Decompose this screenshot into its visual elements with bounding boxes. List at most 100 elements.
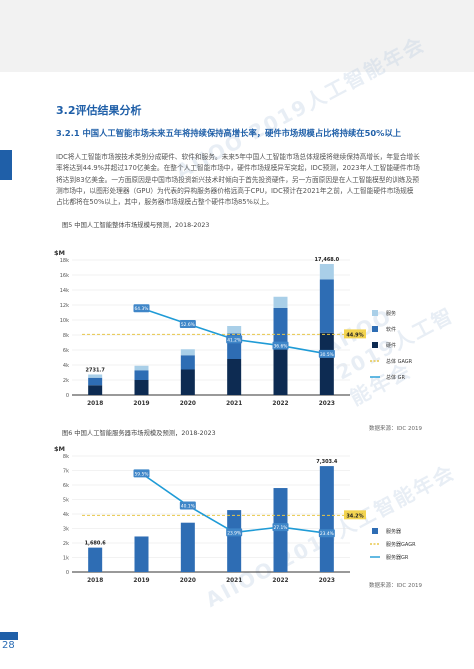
x-tick-label: 2019 bbox=[133, 578, 149, 584]
y-unit-label: $M bbox=[54, 249, 65, 257]
gagr-label: 44.9% bbox=[346, 332, 363, 338]
legend-swatch bbox=[372, 528, 378, 534]
legend-swatch bbox=[372, 310, 378, 316]
bar-服务器-2019 bbox=[134, 536, 149, 572]
legend-swatch bbox=[372, 342, 378, 348]
legend-label: 服务器GR bbox=[386, 554, 409, 561]
x-tick-label: 2023 bbox=[319, 578, 335, 584]
figure-5-chart: $M 0 2k 4k 6k 8k 10k 12k 14k 16k 18k 2018 2731.7 2019… bbox=[54, 249, 413, 407]
x-tick-label: 2022 bbox=[272, 578, 288, 584]
bar-服务器-2018 bbox=[88, 547, 103, 572]
legend-label: 服务器GAGR bbox=[386, 541, 416, 548]
y-tick-label: 8k bbox=[63, 333, 69, 339]
page-number: 28 bbox=[2, 640, 15, 651]
y-tick-label: 10k bbox=[60, 318, 69, 324]
gr-point-box bbox=[179, 319, 196, 328]
bar-服务-2019 bbox=[134, 365, 149, 371]
gr-point-box bbox=[133, 469, 150, 478]
bar-服务-2021 bbox=[227, 326, 242, 334]
y-tick-label: 6k bbox=[63, 483, 69, 489]
gr-point-box bbox=[272, 341, 289, 350]
y-tick-label: 5k bbox=[63, 498, 69, 504]
y-tick-label: 16k bbox=[60, 273, 69, 279]
gr-point-label: 27.1% bbox=[274, 525, 288, 531]
figure-6-chart: $M 0 1k 2k 3k 4k 5k 6k 7k 8k 2018 1,680.6 2019 2020 20… bbox=[54, 445, 416, 584]
section-tab-marker bbox=[0, 150, 12, 180]
figure-5-caption: 图5 中国人工智能整体市场规模与预测，2018-2023 bbox=[62, 222, 210, 229]
legend-label: 服务 bbox=[386, 310, 396, 317]
x-tick-label: 2022 bbox=[272, 401, 288, 407]
bar-硬件-2020 bbox=[180, 369, 195, 395]
y-tick-label: 7k bbox=[63, 469, 69, 475]
gr-point-box bbox=[318, 529, 335, 538]
gr-point-box bbox=[318, 349, 335, 358]
bar-硬件-2018 bbox=[88, 385, 103, 395]
legend-label: 总体 GAGR bbox=[386, 358, 413, 365]
y-tick-label: 18k bbox=[60, 258, 69, 264]
x-tick-label: 2020 bbox=[180, 578, 196, 584]
x-tick-label: 2018 bbox=[87, 401, 103, 407]
bar-硬件-2021 bbox=[227, 359, 242, 395]
y-tick-label: 2k bbox=[63, 378, 69, 384]
gr-point-label: 41.2% bbox=[227, 337, 241, 343]
legend-label: 服务器 bbox=[386, 528, 401, 535]
bar-服务器-2020 bbox=[180, 522, 195, 572]
bar-value-label: 2731.7 bbox=[86, 368, 106, 374]
bar-硬件-2022 bbox=[273, 349, 288, 395]
bar-value-label: 1,680.6 bbox=[85, 541, 107, 547]
gr-point-label: 36.6% bbox=[274, 344, 288, 350]
y-tick-label: 1k bbox=[63, 556, 69, 562]
x-tick-label: 2020 bbox=[180, 401, 196, 407]
bar-服务-2023 bbox=[319, 263, 334, 280]
y-tick-label: 12k bbox=[60, 303, 69, 309]
gr-point-label: 40.1% bbox=[181, 504, 195, 510]
body-paragraph: IDC将人工智能市场按技术类别分成硬件、软件和服务。未来5年中国人工智能市场总体… bbox=[56, 153, 420, 207]
legend-label: 硬件 bbox=[386, 342, 396, 349]
x-tick-label: 2023 bbox=[319, 401, 335, 407]
gr-point-label: 23.4% bbox=[320, 531, 334, 537]
x-tick-label: 2018 bbox=[87, 578, 103, 584]
bar-软件-2018 bbox=[88, 377, 103, 386]
bar-服务器-2021 bbox=[227, 510, 242, 572]
y-tick-label: 3k bbox=[63, 527, 69, 533]
bar-硬件-2023 bbox=[319, 332, 334, 395]
gr-point-box bbox=[133, 304, 150, 313]
bar-服务-2018 bbox=[88, 374, 103, 378]
bar-硬件-2019 bbox=[134, 380, 149, 395]
bar-软件-2019 bbox=[134, 370, 149, 380]
x-tick-label: 2019 bbox=[133, 401, 149, 407]
figure-5-source: 数据来源：IDC 2019 bbox=[369, 426, 422, 432]
bar-软件-2020 bbox=[180, 355, 195, 370]
legend-swatch bbox=[372, 326, 378, 332]
section-title: 3.2评估结果分析 bbox=[56, 104, 142, 117]
y-tick-label: 0 bbox=[66, 570, 69, 576]
bar-服务-2020 bbox=[180, 349, 195, 356]
gr-point-box bbox=[226, 335, 243, 344]
bar-value-label: 7,303.4 bbox=[316, 459, 338, 465]
gr-point-label: 52.6% bbox=[181, 322, 195, 328]
section-subtitle: 3.2.1 中国人工智能市场未来五年将持续保持高增长率，硬件市场规模占比将持续在… bbox=[56, 128, 402, 138]
page-corner-block bbox=[0, 632, 18, 640]
gagr-label: 34.2% bbox=[346, 513, 363, 519]
y-tick-label: 14k bbox=[60, 288, 69, 294]
y-tick-label: 2k bbox=[63, 541, 69, 547]
figure-6-caption: 图6 中国人工智能服务器市场规模及预测，2018-2023 bbox=[62, 430, 216, 437]
gr-point-label: 64.3% bbox=[135, 306, 149, 312]
gr-point-label: 23.9% bbox=[227, 530, 241, 536]
x-tick-label: 2021 bbox=[226, 401, 242, 407]
legend-label: 总体 GR bbox=[386, 374, 405, 381]
y-tick-label: 4k bbox=[63, 363, 69, 369]
bar-value-label: 17,468.0 bbox=[314, 257, 339, 263]
legend-label: 软件 bbox=[386, 326, 396, 333]
gr-point-box bbox=[226, 528, 243, 537]
y-tick-label: 6k bbox=[63, 348, 69, 354]
y-tick-label: 8k bbox=[63, 454, 69, 460]
gr-point-label: 30.5% bbox=[320, 352, 334, 358]
gr-point-box bbox=[179, 501, 196, 510]
x-tick-label: 2021 bbox=[226, 578, 242, 584]
gagr-label-box bbox=[344, 510, 366, 520]
gr-point-box bbox=[272, 523, 289, 532]
gr-point-label: 59.5% bbox=[135, 471, 149, 477]
header-band bbox=[0, 0, 474, 72]
bar-服务器-2023 bbox=[319, 466, 334, 572]
